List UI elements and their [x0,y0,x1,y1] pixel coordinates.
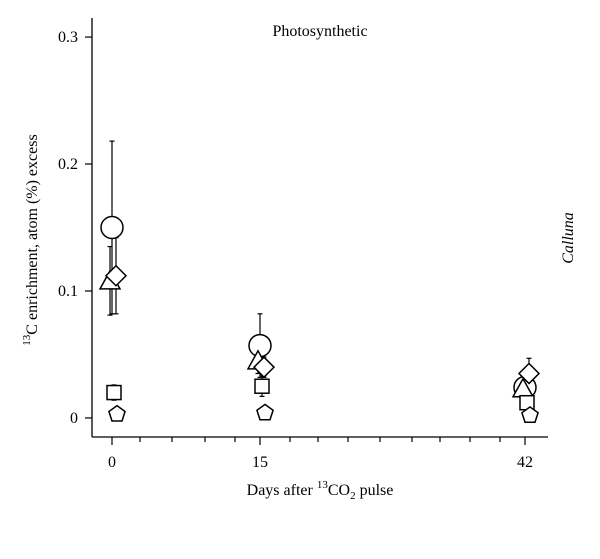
y-tick-label: 0.2 [58,156,78,173]
x-tick-label: 42 [517,454,533,471]
y-tick-label: 0 [70,410,78,427]
x-tick-label: 15 [252,454,268,471]
data-markers [98,215,541,424]
circle-marker [100,215,124,240]
plot-area [91,18,548,438]
chart-title: Photosynthetic [272,23,367,40]
y-axis-label: 13C enrichment, atom (%) excess [21,134,41,345]
error-bars [107,140,533,419]
diamond-marker [104,264,128,287]
diamond-marker [517,362,541,385]
x-axis-label: Days after 13CO2 pulse [247,479,394,502]
square-marker [254,378,270,394]
square-marker [106,384,122,401]
pentagon-marker [256,403,274,421]
x-ticks: 0 15 42 [108,437,533,471]
side-label: Calluna [560,212,577,264]
pentagon-marker [521,405,539,424]
y-tick-label: 0.1 [58,283,78,300]
pentagon-marker [108,404,126,422]
y-ticks: 0 0.1 0.2 0.3 [58,29,92,427]
y-tick-label: 0.3 [58,29,78,46]
diamond-marker [252,356,276,379]
x-tick-label: 0 [108,454,116,471]
